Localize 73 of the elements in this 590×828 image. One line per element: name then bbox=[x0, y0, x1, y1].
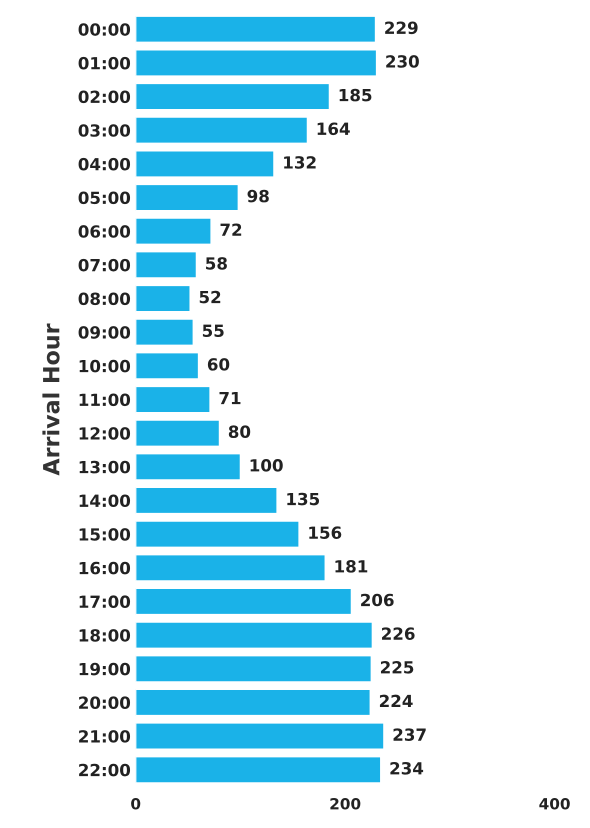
data-label: 135 bbox=[287, 492, 320, 506]
bar bbox=[136, 116, 308, 144]
data-label: 72 bbox=[220, 223, 242, 236]
data-label: 226 bbox=[382, 627, 415, 640]
bar bbox=[136, 150, 275, 178]
x-tick-label: 0 bbox=[131, 798, 140, 810]
bar bbox=[136, 352, 200, 380]
y-tick-label: 05:00 bbox=[78, 192, 130, 204]
bar bbox=[136, 184, 240, 212]
data-label: 132 bbox=[284, 156, 316, 169]
data-label: 71 bbox=[220, 392, 240, 404]
data-label: 185 bbox=[340, 88, 372, 102]
y-tick-label: 04:00 bbox=[78, 158, 130, 170]
data-label: 237 bbox=[394, 728, 426, 741]
bar bbox=[136, 588, 352, 616]
data-label: 55 bbox=[202, 324, 224, 338]
bar bbox=[136, 486, 278, 514]
bar bbox=[136, 49, 378, 77]
bar bbox=[136, 621, 374, 649]
y-tick-label: 07:00 bbox=[78, 258, 130, 272]
y-tick-label: 10:00 bbox=[80, 360, 130, 372]
data-label: 60 bbox=[208, 358, 230, 371]
data-label: 234 bbox=[390, 762, 424, 775]
y-tick-label: 17:00 bbox=[80, 595, 130, 608]
bar bbox=[136, 82, 330, 110]
bar bbox=[136, 217, 212, 246]
bar bbox=[136, 251, 198, 279]
data-label: 52 bbox=[200, 290, 220, 304]
bar bbox=[136, 554, 326, 582]
y-tick-label: 12:00 bbox=[80, 427, 130, 440]
bar bbox=[136, 318, 194, 346]
data-label: 181 bbox=[335, 560, 368, 573]
bar bbox=[136, 654, 372, 683]
y-tick-label: 16:00 bbox=[80, 562, 130, 574]
y-tick-label: 19:00 bbox=[80, 662, 130, 676]
data-label: 164 bbox=[318, 122, 350, 136]
bar bbox=[136, 520, 300, 548]
data-label: 225 bbox=[380, 661, 414, 674]
data-label: 229 bbox=[385, 21, 418, 34]
data-label: 58 bbox=[206, 257, 227, 270]
bar bbox=[136, 453, 242, 481]
bar bbox=[136, 756, 382, 784]
data-label: 98 bbox=[248, 190, 269, 202]
x-tick-label: 200 bbox=[330, 798, 360, 810]
bar bbox=[136, 688, 371, 716]
y-tick-label: 20:00 bbox=[79, 696, 130, 710]
y-tick-label: 02:00 bbox=[78, 90, 130, 104]
y-tick-label: 21:00 bbox=[79, 730, 130, 743]
y-tick-label: 09:00 bbox=[78, 326, 130, 339]
y-tick-label: 11:00 bbox=[80, 393, 130, 406]
y-tick-label: 03:00 bbox=[78, 124, 130, 137]
data-label: 156 bbox=[309, 526, 342, 539]
bar bbox=[136, 15, 376, 44]
y-tick-label: 13:00 bbox=[80, 460, 130, 474]
x-tick-label: 400 bbox=[539, 798, 570, 810]
data-label: 224 bbox=[380, 694, 413, 708]
data-label: 230 bbox=[386, 55, 419, 68]
y-tick-label: 18:00 bbox=[80, 629, 130, 642]
y-tick-label: 14:00 bbox=[80, 494, 130, 508]
bar bbox=[136, 284, 191, 312]
y-tick-label: 22:00 bbox=[79, 764, 130, 776]
y-tick-label: 06:00 bbox=[78, 225, 130, 238]
y-tick-label: 00:00 bbox=[78, 23, 130, 36]
bar bbox=[136, 386, 211, 414]
y-tick-label: 08:00 bbox=[78, 292, 130, 306]
y-tick-label: 15:00 bbox=[80, 528, 130, 541]
data-label: 206 bbox=[361, 594, 394, 606]
data-label: 100 bbox=[250, 459, 283, 472]
bar bbox=[136, 419, 220, 447]
bar bbox=[136, 722, 385, 750]
data-label: 80 bbox=[228, 425, 250, 438]
y-tick-label: 01:00 bbox=[78, 56, 130, 70]
y-axis-title: Arrival Hour bbox=[42, 323, 60, 476]
